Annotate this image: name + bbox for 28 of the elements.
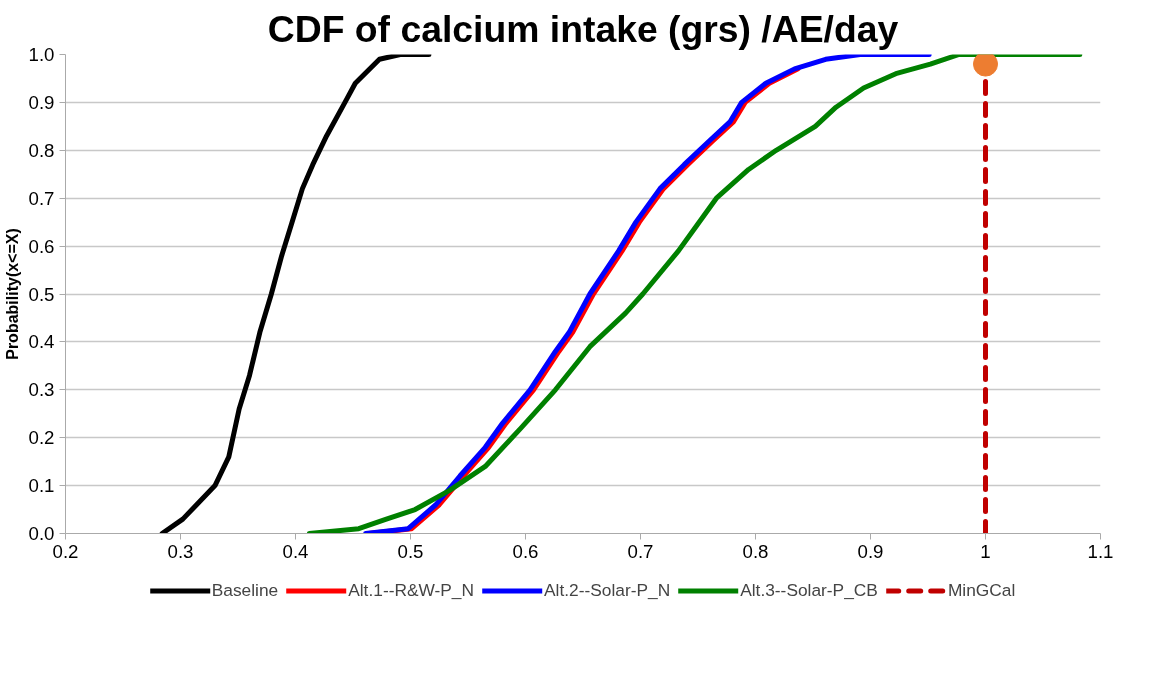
y-tick-label: 0.0 <box>28 523 55 544</box>
legend-label: Alt.2--Solar-P_N <box>544 579 671 601</box>
legend-label: MinGCal <box>947 579 1016 601</box>
y-tick-label: 0.3 <box>28 379 55 401</box>
legend-label: Alt.3--Solar-P_CB <box>740 579 878 601</box>
x-tick-label: 0.2 <box>52 540 79 562</box>
x-tick-label: 0.4 <box>282 540 309 562</box>
chart-title: CDF of calcium intake (grs) /AE/day <box>267 7 899 50</box>
y-tick-label: 0.5 <box>28 283 55 305</box>
x-tick-label: 1.1 <box>1087 540 1114 562</box>
x-tick-label: 0.7 <box>627 540 654 562</box>
x-tick-label: 0.3 <box>167 540 194 562</box>
y-tick-label: 0.7 <box>28 187 55 209</box>
y-tick-label: 0.8 <box>28 139 55 161</box>
y-tick-label: 1.0 <box>28 44 55 65</box>
y-tick-label: 0.2 <box>28 427 55 449</box>
x-tick-label: 0.5 <box>397 540 424 562</box>
y-tick-label: 0.6 <box>28 235 55 257</box>
y-tick-label: 0.9 <box>28 91 55 113</box>
y-tick-label: 0.1 <box>28 475 55 497</box>
legend-label: Alt.1--R&W-P_N <box>348 579 475 601</box>
x-tick-label: 0.6 <box>512 540 539 562</box>
x-tick-label: 0.9 <box>857 540 884 562</box>
y-axis-title: Probability(x<=X) <box>3 228 21 360</box>
x-tick-label: 0.8 <box>742 540 769 562</box>
legend-label: Baseline <box>211 579 279 601</box>
x-tick-label: 1 <box>980 540 991 562</box>
y-tick-label: 0.4 <box>28 331 55 353</box>
